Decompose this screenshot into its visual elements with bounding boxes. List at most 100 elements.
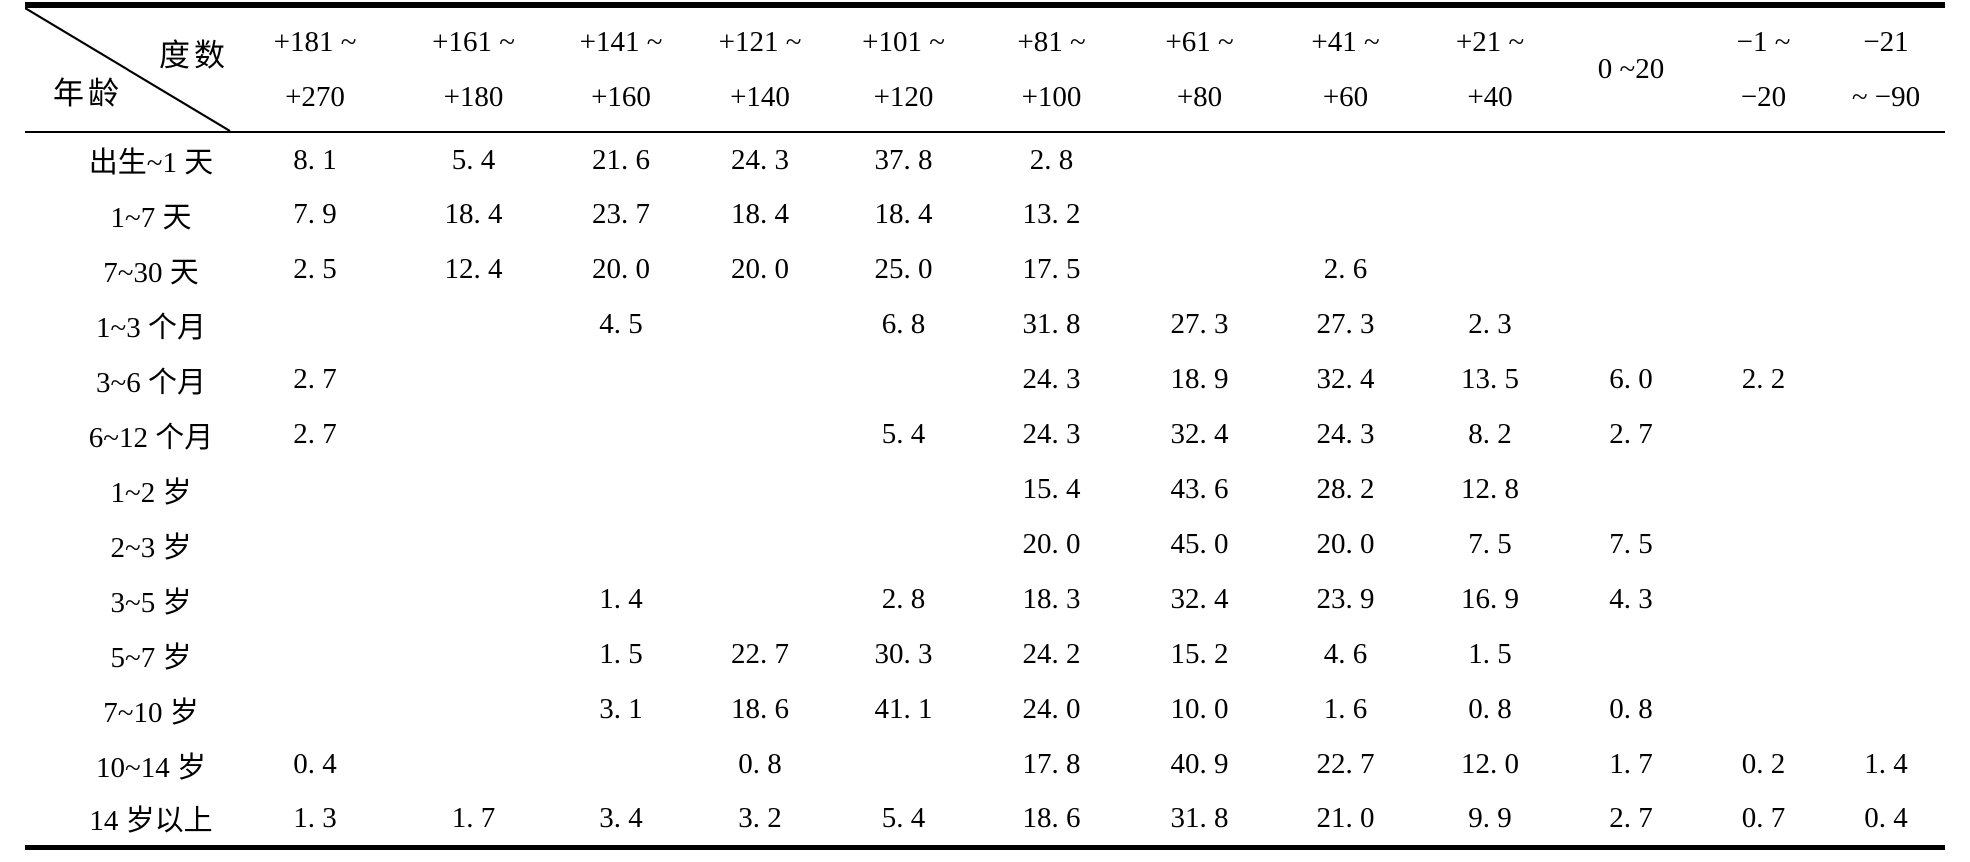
value-cell bbox=[1700, 462, 1827, 517]
column-header-line2: +120 bbox=[873, 80, 934, 113]
row-label: 5~7 岁 bbox=[110, 641, 192, 674]
value-cell bbox=[1827, 297, 1945, 352]
value-cell bbox=[1700, 407, 1827, 462]
degree-by-age-table: 度数 年龄 +181 ~ +270 +161 ~ +180 +141 ~ +160 +121… bbox=[25, 2, 1945, 850]
table-row-2: 1~7 天 7. 9 18. 4 23. 7 18. 4 18. 4 13. 2 bbox=[25, 187, 1945, 242]
value-cell: 27. 3 bbox=[1316, 308, 1375, 340]
value-cell bbox=[830, 462, 977, 517]
value-cell bbox=[552, 737, 690, 792]
value-cell: 8. 1 bbox=[293, 143, 337, 176]
row-label: 7~10 岁 bbox=[103, 696, 199, 729]
row-label: 6~12 个月 bbox=[88, 421, 214, 454]
column-header-line2: +180 bbox=[443, 80, 504, 113]
value-cell: 2. 7 bbox=[293, 418, 337, 450]
value-cell: 4. 5 bbox=[599, 308, 643, 340]
column-header-line1: +101 ~ bbox=[862, 25, 945, 58]
column-header-line2: +140 bbox=[730, 80, 790, 113]
value-cell: 8. 2 bbox=[1468, 418, 1512, 450]
value-cell: 32. 4 bbox=[1170, 583, 1229, 615]
value-cell bbox=[395, 517, 552, 572]
value-cell bbox=[395, 407, 552, 462]
table-row-6: 6~12 个月 2. 7 5. 4 24. 3 32. 4 24. 3 8. 2 2. 7 bbox=[25, 407, 1945, 462]
value-cell: 12. 4 bbox=[444, 253, 503, 285]
column-header-line2: +60 bbox=[1322, 80, 1369, 113]
value-cell: 43. 6 bbox=[1170, 473, 1229, 505]
value-cell: 1. 3 bbox=[293, 801, 337, 834]
column-header-9: +21 ~ +40 bbox=[1418, 5, 1562, 132]
value-cell bbox=[1700, 187, 1827, 242]
value-cell bbox=[1827, 187, 1945, 242]
value-cell bbox=[235, 462, 395, 517]
value-cell: 3. 1 bbox=[599, 693, 643, 725]
row-label: 3~6 个月 bbox=[96, 366, 206, 399]
column-header-3: +141 ~ +160 bbox=[552, 5, 690, 132]
column-header-line1: −21 bbox=[1863, 25, 1909, 58]
value-cell bbox=[395, 297, 552, 352]
row-label: 1~7 天 bbox=[110, 201, 192, 234]
column-header-line1: +21 ~ bbox=[1455, 25, 1525, 58]
value-cell bbox=[235, 572, 395, 627]
value-cell: 0. 7 bbox=[1741, 801, 1786, 834]
table-row-8: 2~3 岁 20. 0 45. 0 20. 0 7. 5 7. 5 bbox=[25, 517, 1945, 572]
column-header-4: +121 ~ +140 bbox=[690, 5, 830, 132]
value-cell: 37. 8 bbox=[874, 143, 933, 176]
value-cell bbox=[1562, 242, 1700, 297]
value-cell: 1. 4 bbox=[1864, 748, 1908, 780]
value-cell bbox=[1562, 627, 1700, 682]
row-label: 出生~1 天 bbox=[88, 147, 214, 179]
value-cell bbox=[235, 297, 395, 352]
value-cell: 24. 3 bbox=[731, 143, 789, 176]
value-cell: 3. 2 bbox=[738, 801, 782, 834]
value-cell: 24. 3 bbox=[1022, 363, 1081, 395]
value-cell bbox=[1273, 187, 1418, 242]
value-cell bbox=[1827, 682, 1945, 737]
value-cell bbox=[395, 737, 552, 792]
value-cell: 3. 4 bbox=[599, 801, 643, 834]
column-header-line2: +160 bbox=[591, 80, 651, 113]
value-cell: 6. 8 bbox=[881, 308, 926, 340]
header-row: 度数 年龄 +181 ~ +270 +161 ~ +180 +141 ~ +160 +121… bbox=[25, 5, 1945, 132]
value-cell: 24. 0 bbox=[1022, 693, 1081, 725]
row-label: 1~3 个月 bbox=[96, 311, 206, 344]
value-cell: 18. 6 bbox=[1022, 801, 1081, 834]
value-cell: 2. 7 bbox=[293, 363, 337, 395]
value-cell: 32. 4 bbox=[1316, 363, 1375, 395]
column-header-7: +61 ~ +80 bbox=[1126, 5, 1273, 132]
value-cell bbox=[1418, 242, 1562, 297]
value-cell: 22. 7 bbox=[731, 638, 789, 670]
value-cell: 15. 4 bbox=[1022, 473, 1081, 505]
row-label: 3~5 岁 bbox=[110, 586, 192, 619]
value-cell: 18. 3 bbox=[1022, 583, 1081, 615]
value-cell bbox=[1827, 627, 1945, 682]
column-header-5: +101 ~ +120 bbox=[830, 5, 977, 132]
table-row-4: 1~3 个月 4. 5 6. 8 31. 8 27. 3 27. 3 2. 3 bbox=[25, 297, 1945, 352]
table-row-5: 3~6 个月 2. 7 24. 3 18. 9 32. 4 13. 5 6. 0 2. 2 bbox=[25, 352, 1945, 407]
value-cell bbox=[395, 627, 552, 682]
value-cell: 20. 0 bbox=[1022, 528, 1081, 560]
value-cell: 18. 4 bbox=[874, 198, 933, 230]
value-cell: 45. 0 bbox=[1170, 528, 1229, 560]
value-cell bbox=[1827, 352, 1945, 407]
value-cell: 18. 6 bbox=[731, 693, 789, 725]
table-row-3: 7~30 天 2. 5 12. 4 20. 0 20. 0 25. 0 17. 5 2. 6 bbox=[25, 242, 1945, 297]
column-header-8: +41 ~ +60 bbox=[1273, 5, 1418, 132]
column-header-line2: +40 bbox=[1467, 80, 1513, 113]
table-row-11: 7~10 岁 3. 1 18. 6 41. 1 24. 0 10. 0 1. 6 0. 8 0.… bbox=[25, 682, 1945, 737]
column-header-line1: +161 ~ bbox=[432, 25, 515, 58]
value-cell bbox=[552, 352, 690, 407]
value-cell bbox=[235, 517, 395, 572]
value-cell bbox=[395, 462, 552, 517]
value-cell bbox=[1700, 627, 1827, 682]
value-cell bbox=[552, 517, 690, 572]
value-cell: 25. 0 bbox=[874, 253, 933, 285]
column-header-line1: −1 ~ bbox=[1736, 25, 1791, 58]
value-cell: 31. 8 bbox=[1022, 308, 1081, 340]
value-cell bbox=[690, 407, 830, 462]
value-cell: 20. 0 bbox=[731, 253, 789, 285]
value-cell: 40. 9 bbox=[1170, 748, 1229, 780]
value-cell: 13. 5 bbox=[1461, 363, 1519, 395]
row-label: 1~2 岁 bbox=[110, 476, 192, 509]
value-cell: 2. 6 bbox=[1323, 253, 1368, 285]
column-header-line1: +81 ~ bbox=[1017, 25, 1086, 58]
value-cell bbox=[830, 352, 977, 407]
